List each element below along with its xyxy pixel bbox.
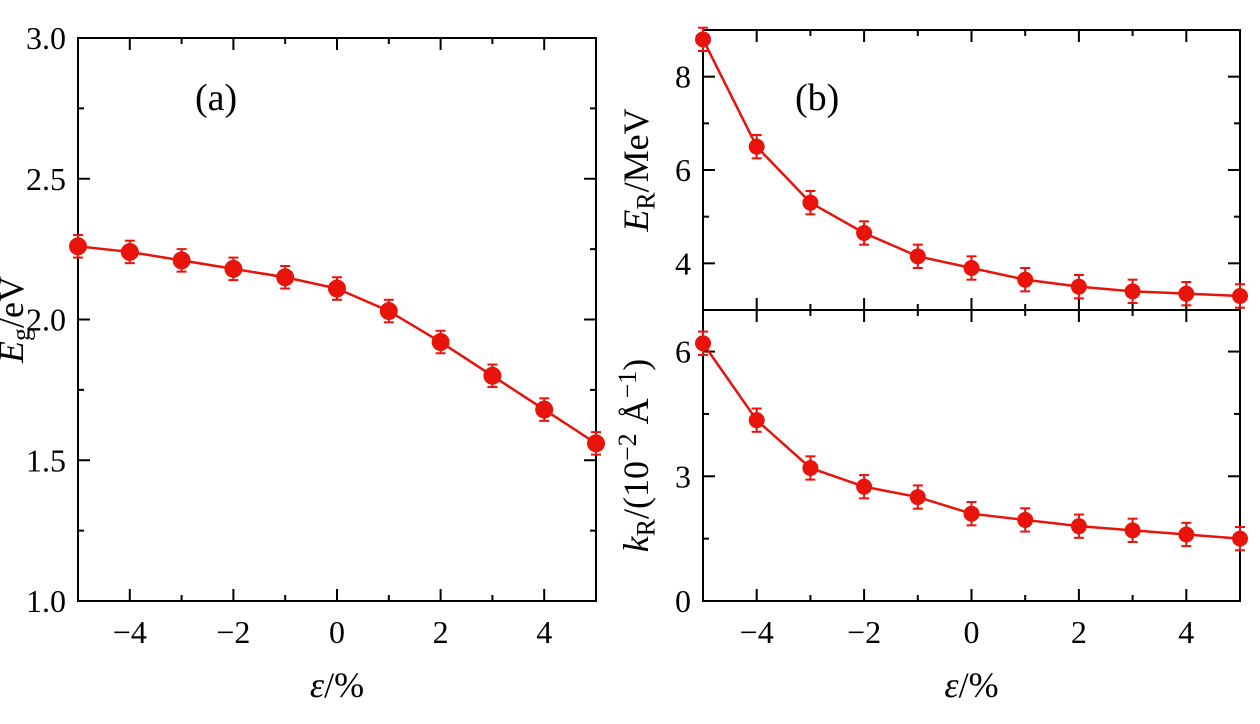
data-point-marker	[120, 242, 139, 261]
data-point-marker	[172, 251, 191, 270]
data-point-marker	[1232, 288, 1248, 304]
y-tick-label: 1.0	[26, 583, 66, 619]
data-point-marker	[276, 268, 295, 287]
x-tick-label: −4	[113, 614, 147, 650]
x-tick-label: 0	[329, 614, 345, 650]
panel-a-y-axis-label: Eg/eV	[0, 276, 35, 364]
data-point-marker	[802, 194, 819, 211]
panel-b-top-markers	[695, 31, 1248, 304]
panel-b-top-panel-label: (b)	[795, 77, 839, 119]
y-tick-label: 8	[675, 59, 691, 95]
panel-a-series-line	[77, 245, 597, 445]
panel-b-top-plot: 4 6 8 (b) ER/MeV	[616, 26, 1248, 311]
data-point-marker	[963, 260, 980, 276]
data-point-marker	[963, 505, 980, 522]
data-point-marker	[695, 31, 711, 48]
data-point-marker	[1232, 530, 1248, 547]
panel-a-axes-frame	[77, 37, 597, 602]
panel-b-bottom-x-axis-label: ε/%	[944, 665, 998, 705]
data-point-marker	[856, 478, 873, 495]
data-point-marker	[909, 489, 926, 506]
data-point-marker	[1178, 285, 1195, 302]
y-tick-label: 3	[675, 458, 691, 494]
y-tick-label: 2.0	[26, 302, 66, 338]
data-point-marker	[1124, 522, 1141, 539]
panel-b-bottom-tick-labels: 0 3 6 −4 −2 0 2 4	[675, 334, 1194, 650]
data-point-marker	[1124, 283, 1141, 300]
data-point-marker	[1017, 511, 1034, 528]
data-point-marker	[856, 225, 873, 241]
panel-a-tick-labels: 1.0 1.5 2.0 2.5 3.0 −4 −2 0 2 4	[26, 20, 552, 650]
x-tick-label: 0	[964, 614, 980, 650]
panel-b-bottom-y-axis-label: kR/(10−2 Å−1)	[613, 359, 661, 552]
panel-b-bottom-tick-marks	[703, 310, 1240, 602]
y-tick-label: 3.0	[26, 20, 66, 56]
y-tick-label: 2.5	[26, 161, 66, 197]
x-tick-label: −2	[216, 614, 250, 650]
data-point-marker	[748, 412, 765, 429]
data-point-marker	[748, 138, 765, 155]
y-tick-label: 6	[675, 152, 691, 188]
data-point-marker	[1017, 271, 1034, 288]
data-point-marker	[379, 302, 398, 321]
panel-b-bottom-axes-frame	[702, 309, 1241, 602]
data-point-marker	[483, 366, 502, 385]
data-point-marker	[1178, 526, 1195, 543]
x-tick-label: −4	[740, 614, 774, 650]
data-point-marker	[695, 335, 711, 352]
panel-b-top-tick-labels: 4 6 8	[675, 59, 691, 282]
data-point-marker	[1070, 518, 1087, 535]
data-point-marker	[224, 259, 243, 278]
panel-a-tick-marks	[78, 37, 596, 602]
x-tick-label: 4	[1178, 614, 1194, 650]
panel-a-error-bars	[73, 234, 601, 456]
data-point-marker	[802, 459, 819, 476]
y-tick-label: 0	[675, 583, 691, 619]
panel-b-bottom-plot: 0 3 6 −4 −2 0 2 4 ε/% kR/(10−2 Å−1)	[613, 309, 1248, 705]
x-tick-label: −2	[847, 614, 881, 650]
y-tick-label: 6	[675, 334, 691, 370]
panel-a-markers	[69, 237, 605, 453]
data-point-marker	[909, 248, 926, 265]
panel-a-plot: 1.0 1.5 2.0 2.5 3.0 −4 −2 0 2 4 (a) ε/% Eg/eV	[0, 20, 605, 705]
y-tick-label: 1.5	[26, 442, 66, 478]
y-tick-label: 4	[675, 245, 691, 281]
data-point-marker	[431, 333, 450, 352]
x-tick-label: 2	[433, 614, 449, 650]
x-tick-label: 4	[536, 614, 552, 650]
panel-b-bottom-markers	[695, 335, 1248, 547]
data-point-marker	[587, 434, 605, 453]
panel-a-panel-label: (a)	[195, 77, 237, 119]
panel-b-top-y-axis-label: ER/MeV	[616, 108, 660, 232]
panel-a-x-axis-label: ε/%	[310, 665, 364, 705]
data-point-marker	[328, 279, 346, 298]
x-tick-label: 2	[1071, 614, 1087, 650]
data-point-marker	[535, 400, 554, 419]
data-point-marker	[69, 237, 87, 256]
data-point-marker	[1070, 278, 1087, 295]
